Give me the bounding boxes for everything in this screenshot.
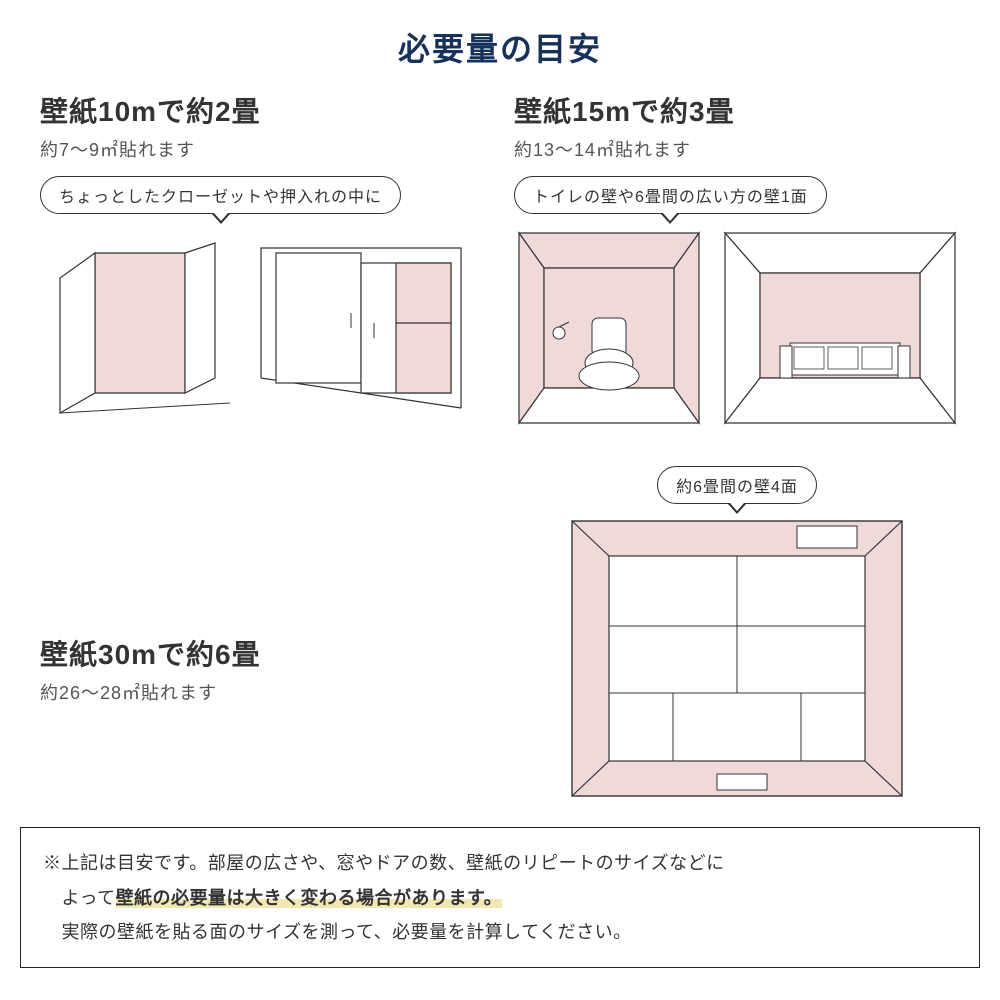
- panel-30m-bubble: 約6畳間の壁4面: [657, 466, 817, 504]
- note-line-3: 実際の壁紙を貼る面のサイズを測って、必要量を計算してください。: [43, 915, 957, 949]
- panel-10m-illustrations: [40, 228, 484, 418]
- panel-30m-heading: 壁紙30mで約6畳: [40, 633, 484, 673]
- panel-30m-illustration-cell: 約6畳間の壁4面: [514, 452, 960, 806]
- note-line-2: よって壁紙の必要量は大きく変わる場合があります。: [43, 881, 957, 915]
- panel-15m: 壁紙15mで約3畳 約13～14㎡貼れます トイレの壁や6畳間の広い方の壁1面: [514, 90, 960, 428]
- panel-30m: 壁紙30mで約6畳 約26～28㎡貼れます: [40, 553, 484, 705]
- panel-10m-heading: 壁紙10mで約2畳: [40, 90, 484, 130]
- page-title: 必要量の目安: [0, 0, 1000, 70]
- note-line-1: ※上記は目安です。部屋の広さや、窓やドアの数、壁紙のリピートのサイズなどに: [43, 846, 957, 880]
- note-box: ※上記は目安です。部屋の広さや、窓やドアの数、壁紙のリピートのサイズなどに よっ…: [20, 827, 980, 968]
- room-topdown-icon: [567, 516, 907, 806]
- panel-10m: 壁紙10mで約2畳 約7～9㎡貼れます ちょっとしたクローゼットや押入れの中に: [40, 90, 484, 428]
- toilet-room-icon: [514, 228, 704, 428]
- closet-sliding-icon: [256, 228, 466, 418]
- closet-open-icon: [40, 228, 240, 418]
- panel-10m-sub: 約7～9㎡貼れます: [40, 136, 484, 162]
- panel-10m-bubble: ちょっとしたクローゼットや押入れの中に: [40, 176, 401, 214]
- panel-30m-sub: 約26～28㎡貼れます: [40, 679, 484, 705]
- panel-15m-heading: 壁紙15mで約3畳: [514, 90, 960, 130]
- panel-15m-bubble: トイレの壁や6畳間の広い方の壁1面: [514, 176, 827, 214]
- panel-15m-sub: 約13～14㎡貼れます: [514, 136, 960, 162]
- panels-grid: 壁紙10mで約2畳 約7～9㎡貼れます ちょっとしたクローゼットや押入れの中に: [0, 70, 1000, 806]
- living-room-icon: [720, 228, 960, 428]
- note-highlight: 壁紙の必要量は大きく変わる場合があります。: [116, 888, 503, 908]
- panel-15m-illustrations: [514, 228, 960, 428]
